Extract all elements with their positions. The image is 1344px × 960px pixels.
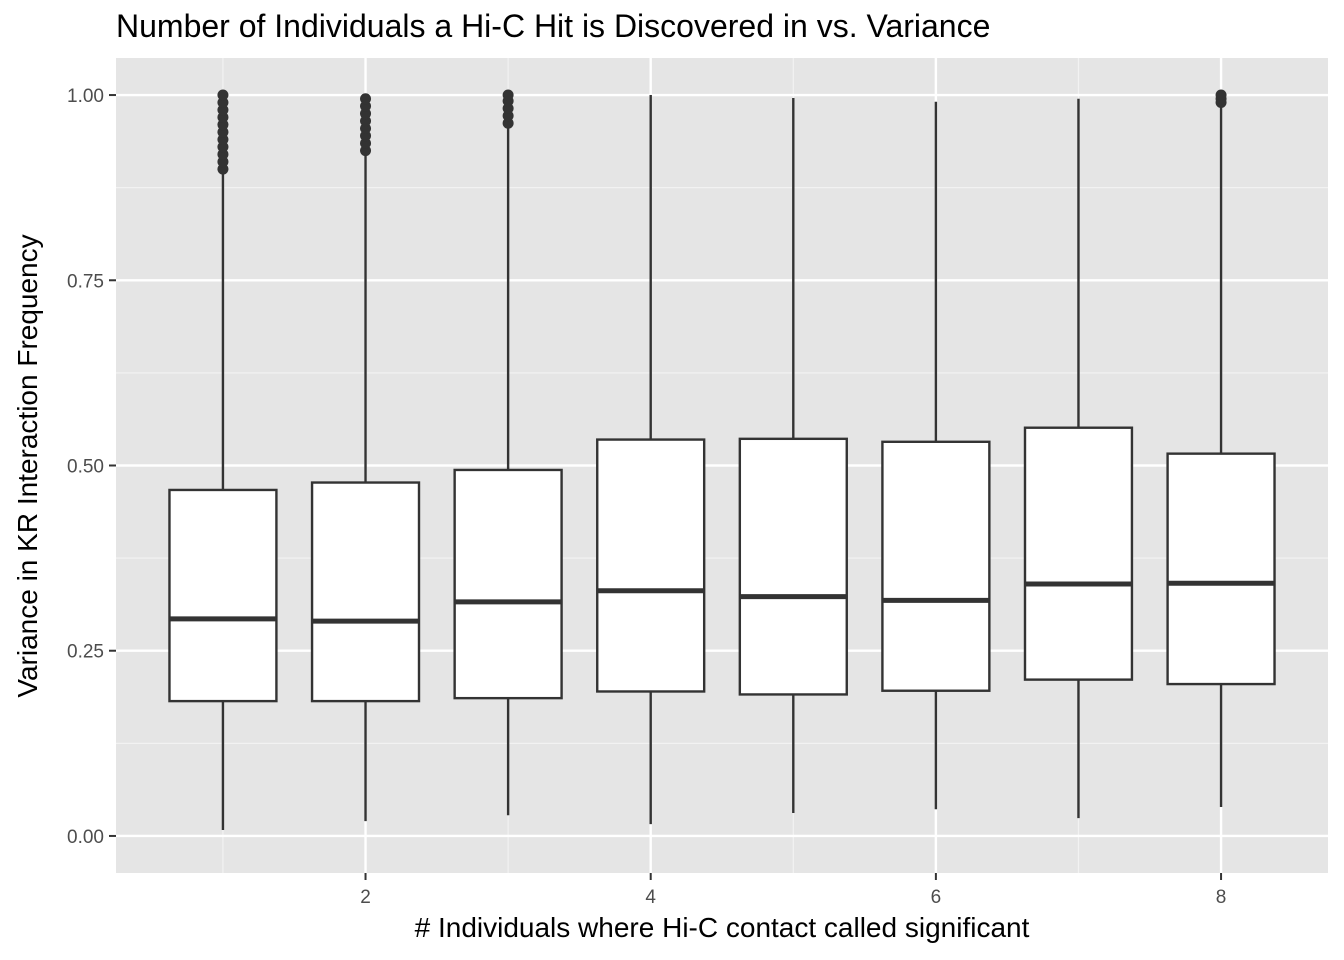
x-axis: 2 4 6 8 [360, 873, 1226, 908]
x-tick-label: 4 [645, 887, 656, 908]
box-iqr [453, 468, 563, 700]
box-group-6 [881, 101, 991, 810]
x-tick-label: 2 [360, 887, 371, 908]
box-iqr [168, 488, 278, 703]
outlier-point [1215, 89, 1227, 101]
outlier-point [360, 93, 372, 105]
outlier-point [217, 89, 229, 101]
x-axis-title: # Individuals where Hi-C contact called … [414, 912, 1030, 943]
box-group-3 [453, 89, 563, 816]
box-group-1 [168, 89, 278, 831]
box-group-4 [596, 95, 706, 825]
y-tick-label: 1.00 [67, 86, 104, 107]
box-iqr [738, 437, 848, 696]
box-iqr [596, 438, 706, 693]
y-tick-label: 0.25 [67, 642, 104, 663]
box-iqr [881, 440, 991, 692]
box-group-7 [1023, 98, 1134, 819]
box-series [168, 89, 1276, 831]
y-tick-label: 0.00 [67, 827, 104, 848]
box-iqr [1023, 426, 1134, 681]
box-group-5 [738, 98, 848, 813]
x-tick-label: 6 [931, 887, 942, 908]
outlier-point [502, 89, 514, 101]
box-group-8 [1166, 89, 1276, 808]
y-axis-title: Variance in KR Interaction Frequency [12, 234, 43, 698]
y-axis: 0.00 0.25 0.50 0.75 1.00 [67, 86, 116, 848]
y-tick-label: 0.50 [67, 457, 104, 478]
x-tick-label: 8 [1216, 887, 1227, 908]
chart-title: Number of Individuals a Hi-C Hit is Disc… [116, 8, 991, 44]
box-iqr [1166, 452, 1276, 686]
box-group-2 [310, 93, 421, 822]
box-iqr [310, 481, 421, 703]
y-tick-label: 0.75 [67, 271, 104, 292]
